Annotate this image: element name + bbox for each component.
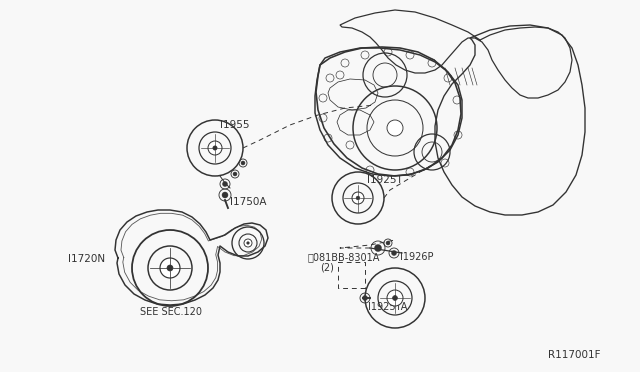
Circle shape — [222, 192, 228, 198]
Text: I1925T: I1925T — [367, 175, 403, 185]
Circle shape — [356, 196, 360, 200]
Text: I1750A: I1750A — [230, 197, 266, 207]
Text: Ⓐ081BB-8301A: Ⓐ081BB-8301A — [308, 252, 380, 262]
Text: SEE SEC.120: SEE SEC.120 — [140, 307, 202, 317]
Circle shape — [247, 242, 249, 244]
Circle shape — [387, 290, 403, 306]
Circle shape — [233, 172, 237, 176]
Circle shape — [213, 146, 217, 150]
Text: I1926P: I1926P — [400, 252, 433, 262]
Text: I1925TA: I1925TA — [368, 302, 408, 312]
Text: R117001F: R117001F — [548, 350, 600, 360]
Circle shape — [392, 296, 397, 301]
Circle shape — [223, 182, 227, 186]
Circle shape — [244, 239, 252, 247]
Circle shape — [386, 241, 390, 245]
Circle shape — [392, 250, 397, 256]
Text: (2): (2) — [320, 262, 334, 272]
Text: I1955: I1955 — [220, 120, 250, 130]
Circle shape — [167, 265, 173, 271]
Text: I1720N: I1720N — [68, 254, 105, 264]
Circle shape — [160, 258, 180, 278]
Circle shape — [387, 120, 403, 136]
Circle shape — [374, 244, 381, 251]
Circle shape — [352, 192, 364, 204]
Circle shape — [241, 161, 245, 165]
Circle shape — [362, 295, 367, 301]
Circle shape — [208, 141, 222, 155]
